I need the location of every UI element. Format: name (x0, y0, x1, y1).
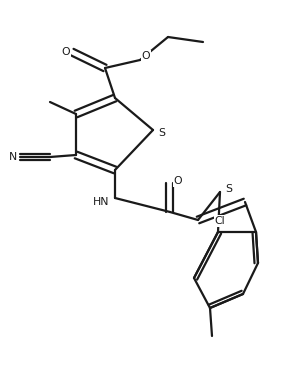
Text: O: O (142, 51, 150, 61)
Text: Cl: Cl (215, 216, 225, 226)
Text: O: O (174, 176, 182, 186)
Text: O: O (62, 47, 70, 57)
Text: S: S (225, 184, 232, 194)
Text: S: S (158, 128, 165, 138)
Text: HN: HN (93, 197, 109, 207)
Text: N: N (9, 152, 17, 162)
